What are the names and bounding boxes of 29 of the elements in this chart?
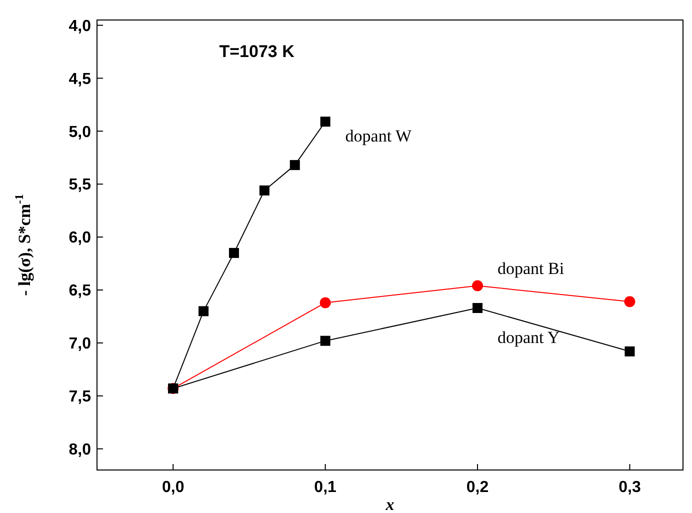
y-tick-label: 7,0 [68,336,92,353]
y-tick-label: 5,5 [68,176,92,194]
point [624,296,636,308]
point [320,116,330,127]
x-tick-label: 0,2 [466,479,489,496]
y-tick-label: 6,0 [68,230,92,247]
series-label: dopant W [345,126,413,146]
point [472,303,483,313]
point [290,160,300,170]
y-tick-label: 7,5 [68,388,92,406]
x-axis-title: x [384,495,395,513]
point [198,306,209,316]
y-tick-label: 6,5 [68,282,92,300]
y-tick-label: 4,0 [68,18,92,35]
series-label: dopant Y [498,328,560,347]
series-label: dopant Bi [498,258,564,278]
point [472,280,484,292]
point [228,248,239,258]
x-tick-label: 0,3 [618,479,641,496]
y-tick-label: 8,0 [68,441,92,458]
x-tick-label: 0,1 [314,479,337,496]
x-tick-label: 0,0 [162,479,184,496]
y-tick-label: 5,0 [68,124,92,141]
point [624,346,635,356]
point [259,185,270,196]
y-tick-label: 4,5 [68,70,92,88]
point [320,336,330,346]
text: T=1073 K [219,42,296,62]
point [320,297,331,308]
